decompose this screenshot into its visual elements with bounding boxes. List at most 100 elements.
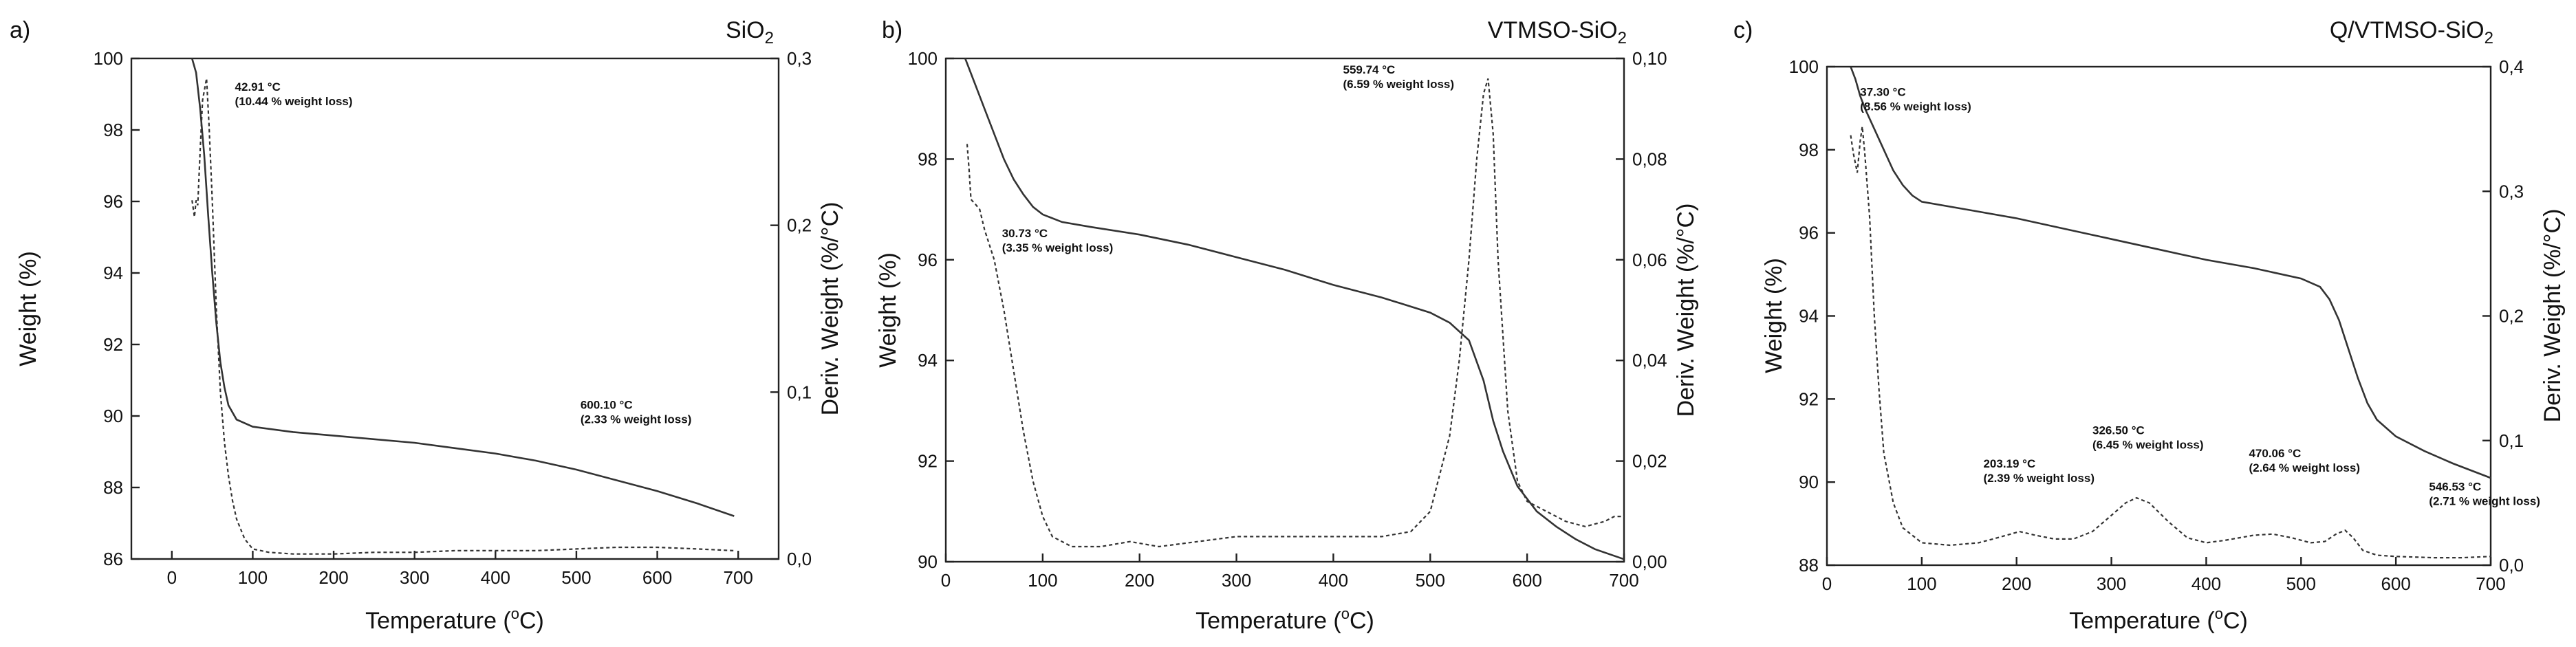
x-tick-label: 700 — [2476, 573, 2505, 594]
y-axis-label-right-a: Deriv. Weight (%/°C) — [817, 202, 843, 416]
y-axis-label-c: Weight (%) — [1761, 258, 1787, 373]
deriv-weight-curve-c — [1850, 126, 2491, 559]
y-ticks-right-a: 0,0 0,1 0,2 0,3 — [770, 48, 812, 569]
y-ticks-left-c: 88 90 92 94 96 98 100 — [1789, 56, 1835, 575]
x-tick-label: 200 — [2002, 573, 2031, 594]
annotation-temperature: 30.73 °C — [1002, 227, 1048, 240]
annotation-weight-loss: (2.33 % weight loss) — [581, 413, 692, 426]
x-tick-label: 300 — [400, 567, 429, 588]
weight-curve-c — [1850, 66, 2491, 479]
annotation-temperature: 546.53 °C — [2429, 480, 2481, 493]
annotation-temperature: 559.74 °C — [1343, 63, 1396, 76]
y-tick-label: 88 — [103, 477, 123, 498]
x-axis-label-b: Temperature (oC) — [1195, 605, 1374, 634]
x-tick-label: 0 — [1822, 573, 1832, 594]
panel-label-a: a) — [10, 17, 30, 43]
y-right-tick-label: 0,3 — [2499, 181, 2524, 201]
annotation-temperature: 600.10 °C — [581, 399, 633, 412]
y-axis-label-right-b: Deriv. Weight (%/°C) — [1673, 204, 1699, 417]
y-tick-label: 92 — [1799, 388, 1819, 409]
x-tick-label: 300 — [2097, 573, 2126, 594]
annotation-temperature: 203.19 °C — [1983, 457, 2035, 470]
y-right-tick-label: 0,1 — [2499, 430, 2524, 451]
deriv-weight-curve-a — [191, 78, 735, 555]
y-right-tick-label: 0,00 — [1632, 551, 1667, 572]
y-right-tick-label: 0,06 — [1632, 250, 1667, 270]
y-tick-label: 92 — [918, 451, 938, 472]
x-tick-label: 700 — [723, 567, 753, 588]
x-axis-label-c: Temperature (oC) — [2069, 605, 2248, 634]
x-tick-label: 100 — [238, 567, 268, 588]
y-right-tick-label: 0,2 — [2499, 306, 2524, 327]
annotation-weight-loss: (6.45 % weight loss) — [2092, 439, 2204, 452]
y-tick-label: 94 — [918, 350, 938, 371]
x-axis-label-a: Temperature (oC) — [365, 605, 544, 634]
annotations-b: 559.74 °C (6.59 % weight loss) 30.73 °C(3.… — [1002, 63, 1454, 254]
panel-c: 88 90 92 94 96 98 100 0,0 0,1 0,2 0,3 0,4 0 100 200 3… — [1733, 17, 2566, 634]
annotation-weight-loss: (8.56 % weight loss) — [1860, 100, 1971, 113]
y-tick-label: 92 — [103, 334, 123, 355]
panel-title-a: SiO2 — [726, 17, 774, 47]
x-tick-label: 600 — [1512, 570, 1541, 591]
y-right-tick-label: 0,4 — [2499, 56, 2524, 77]
x-tick-label: 400 — [1319, 570, 1348, 591]
y-tick-label: 98 — [103, 120, 123, 140]
y-tick-label: 98 — [918, 149, 938, 169]
x-tick-label: 500 — [561, 567, 591, 588]
y-tick-label: 96 — [918, 250, 938, 270]
y-tick-label: 94 — [103, 263, 123, 283]
x-tick-label: 100 — [1028, 570, 1057, 591]
y-right-tick-label: 0,02 — [1632, 451, 1667, 472]
x-tick-label: 0 — [167, 567, 177, 588]
y-ticks-left-b: 90 92 94 96 98 100 — [908, 48, 954, 572]
x-ticks-c: 0 100 200 300 400 500 600 700 — [1822, 557, 2506, 594]
y-tick-label: 94 — [1799, 306, 1819, 327]
y-right-tick-label: 0,2 — [787, 215, 812, 236]
y-tick-label: 90 — [103, 406, 123, 426]
y-right-tick-label: 0,3 — [787, 48, 812, 69]
annotation-weight-loss: (3.35 % weight loss) — [1002, 241, 1114, 254]
y-ticks-right-c: 0,0 0,1 0,2 0,3 0,4 — [2482, 56, 2524, 575]
y-right-tick-label: 0,1 — [787, 382, 812, 402]
x-tick-label: 200 — [1125, 570, 1154, 591]
annotation-temperature: 37.30 °C — [1860, 85, 1905, 98]
x-tick-label: 100 — [1907, 573, 1936, 594]
annotation-weight-loss: (10.44 % weight loss) — [235, 95, 353, 108]
y-tick-label: 96 — [103, 191, 123, 212]
y-right-tick-label: 0,0 — [2499, 555, 2524, 575]
annotation-weight-loss: (6.59 % weight loss) — [1343, 78, 1455, 91]
panel-a: 86 88 90 92 94 96 98 100 0,0 0,1 0,2 0,3 0 100 200 30… — [10, 17, 843, 634]
x-tick-label: 500 — [2286, 573, 2316, 594]
y-right-tick-label: 0,08 — [1632, 149, 1667, 169]
plot-frame-c — [1826, 65, 2492, 567]
y-tick-label: 90 — [1799, 472, 1819, 492]
annotations-a: 42.91 °C(10.44 % weight loss) 600.10 °C(2… — [235, 80, 692, 426]
annotations-c: 37.30 °C (8.56 % weight loss) 203.19 °C (2.… — [1860, 85, 2540, 507]
y-right-tick-label: 0,0 — [787, 549, 812, 569]
annotation-weight-loss: (2.39 % weight loss) — [1983, 472, 2095, 485]
panel-label-c: c) — [1733, 17, 1753, 43]
annotation-temperature: 42.91 °C — [235, 80, 281, 94]
plot-frame-a — [130, 57, 780, 560]
weight-curve-a — [191, 58, 735, 517]
x-tick-label: 0 — [941, 570, 951, 591]
y-tick-label: 100 — [94, 48, 123, 69]
y-right-tick-label: 0,04 — [1632, 350, 1667, 371]
x-tick-label: 700 — [1609, 570, 1638, 591]
panel-b: 90 92 94 96 98 100 0,00 0,02 0,04 0,06 0,08 0,10 0… — [875, 17, 1699, 634]
y-axis-label-b: Weight (%) — [875, 252, 901, 368]
panel-title-c: Q/VTMSO-SiO2 — [2330, 17, 2493, 47]
annotation-temperature: 470.06 °C — [2249, 447, 2301, 460]
y-ticks-right-b: 0,00 0,02 0,04 0,06 0,08 0,10 — [1616, 48, 1667, 572]
y-tick-label: 98 — [1799, 140, 1819, 160]
y-tick-label: 100 — [1789, 56, 1819, 77]
panel-title-b: VTMSO-SiO2 — [1488, 17, 1627, 47]
x-ticks-a: 0 100 200 300 400 500 600 700 — [167, 551, 753, 588]
y-tick-label: 88 — [1799, 555, 1819, 575]
weight-curve-b — [964, 58, 1625, 560]
y-tick-label: 100 — [908, 48, 938, 69]
y-ticks-left-a: 86 88 90 92 94 96 98 100 — [94, 48, 140, 569]
x-tick-label: 500 — [1416, 570, 1445, 591]
annotation-weight-loss: (2.64 % weight loss) — [2249, 461, 2360, 474]
plot-frame-b — [944, 57, 1625, 563]
